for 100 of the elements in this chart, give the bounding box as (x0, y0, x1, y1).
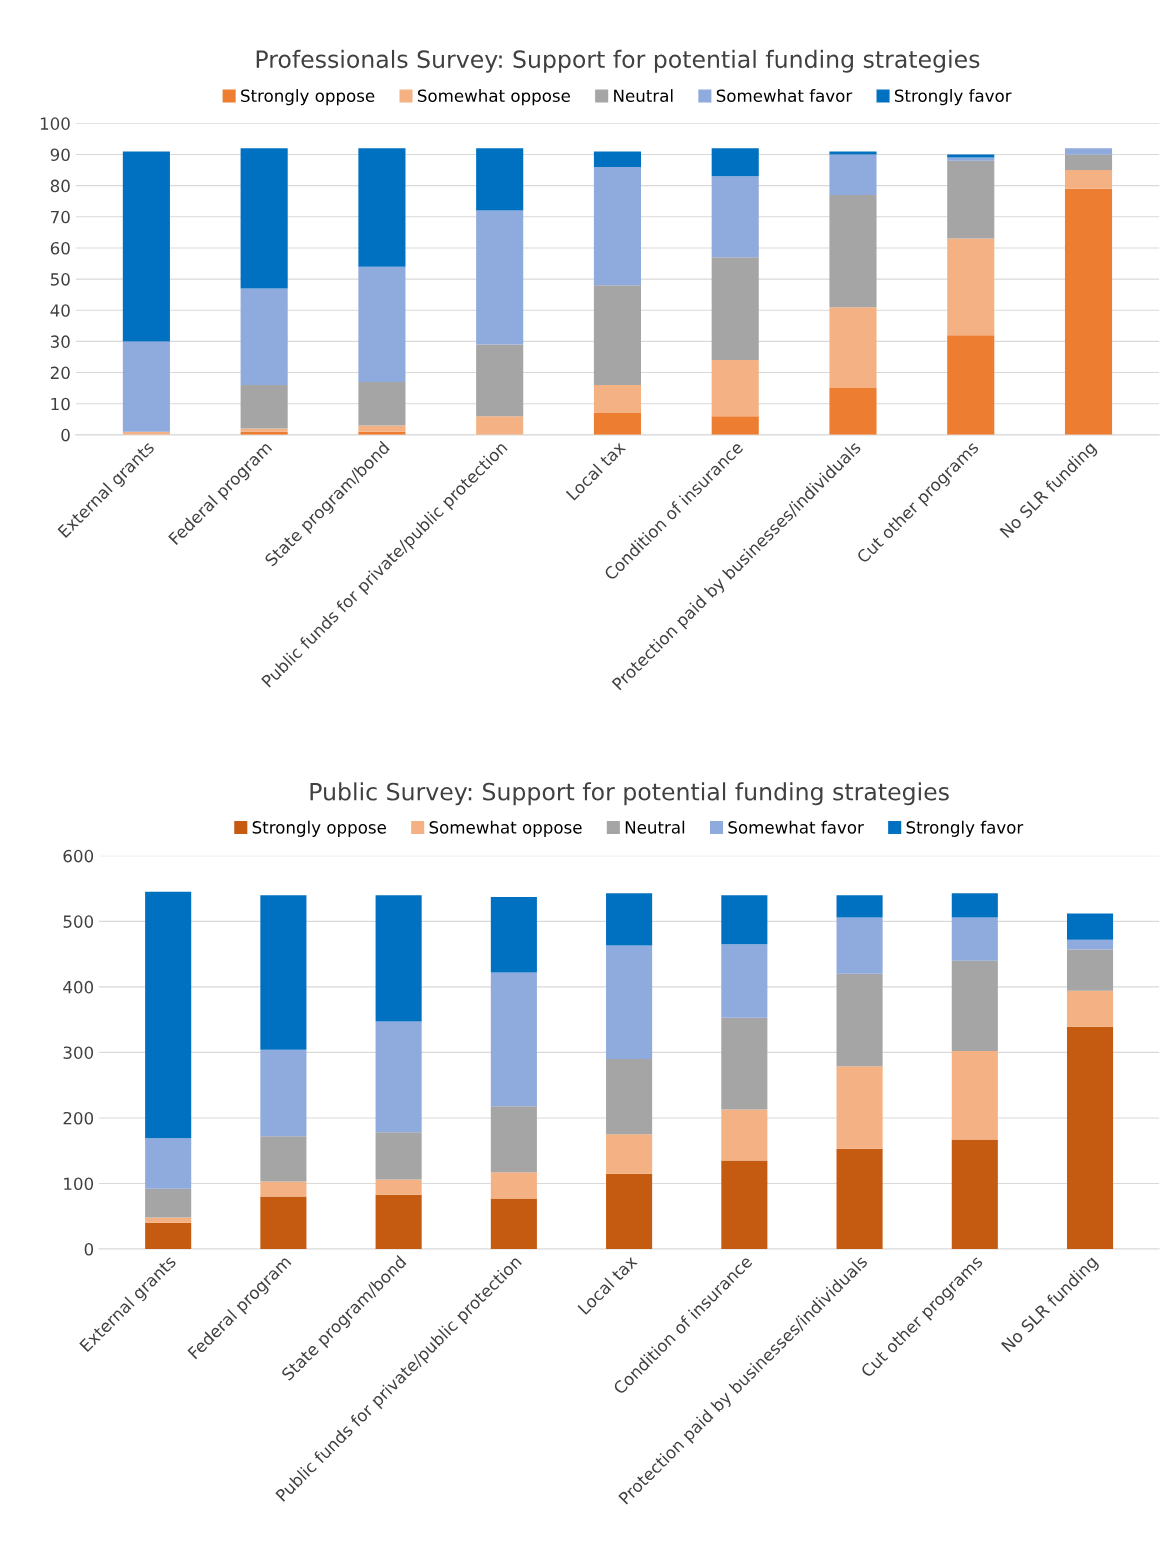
bar (122, 151, 170, 342)
bar (1064, 154, 1113, 171)
bar (476, 416, 524, 435)
legend-label: Somewhat favor (716, 89, 853, 103)
legend-label: Strongly oppose (252, 820, 386, 837)
bar (836, 895, 883, 918)
bar (721, 895, 768, 945)
bar (606, 1058, 653, 1135)
bar (145, 1222, 192, 1250)
legend-label: Somewhat favor (728, 820, 864, 834)
bar (721, 944, 768, 1018)
bar (711, 257, 759, 361)
y-tick-label: 60 (50, 241, 70, 255)
bar (476, 344, 524, 417)
y-tick-label: 20 (50, 366, 70, 380)
bar (1066, 1026, 1114, 1250)
bar (951, 1139, 998, 1250)
y-tick-label: 80 (50, 179, 70, 193)
bar (1066, 913, 1114, 940)
bar (358, 148, 406, 267)
chart-title: Professionals Survey: Support for potential funding strategies (256, 49, 980, 73)
bar (260, 1049, 307, 1137)
y-tick-label: 500 (63, 915, 94, 928)
bar (358, 266, 406, 382)
bar (490, 1106, 537, 1173)
y-tick-label: 200 (63, 1111, 94, 1125)
bar (593, 413, 641, 435)
bar (240, 288, 288, 386)
y-tick-label: 0 (61, 428, 70, 442)
bar (606, 945, 653, 1059)
y-tick-label: 0 (84, 1242, 94, 1256)
bar (836, 1066, 883, 1149)
y-tick-label: 100 (40, 117, 70, 130)
bar (145, 1217, 192, 1223)
bar (260, 1181, 307, 1197)
bar (375, 1021, 422, 1133)
bar (606, 1134, 653, 1174)
bar (951, 893, 998, 918)
bar (260, 1196, 307, 1250)
bar (260, 895, 307, 1050)
bar (721, 1160, 768, 1250)
bar (593, 285, 641, 386)
bar (947, 160, 995, 239)
y-tick-label: 50 (50, 273, 70, 286)
bar (836, 917, 883, 974)
legend-label: Strongly oppose (241, 89, 375, 106)
legend-label: Neutral (625, 820, 685, 834)
bar (145, 1188, 192, 1218)
bar (1064, 188, 1113, 435)
bar (375, 1132, 422, 1180)
chart-title: Public Survey: Support for potential funding strategies (310, 782, 949, 806)
bar (711, 176, 759, 258)
bar (490, 1198, 537, 1250)
legend-label: Somewhat oppose (429, 820, 582, 837)
bar (951, 917, 998, 961)
bar (260, 1136, 307, 1182)
bar (1064, 148, 1113, 155)
y-tick-label: 600 (63, 849, 94, 863)
bar (490, 1172, 537, 1199)
bar (721, 1017, 768, 1110)
bar (358, 381, 406, 426)
bar (836, 1148, 883, 1250)
bar (829, 151, 877, 155)
bar (476, 148, 524, 211)
bar (947, 335, 995, 435)
bar (593, 385, 641, 414)
y-tick-label: 300 (63, 1046, 94, 1059)
y-tick-label: 70 (51, 210, 70, 224)
bar (476, 210, 524, 345)
bar (375, 1179, 422, 1195)
y-tick-label: 40 (50, 304, 70, 317)
bar (358, 425, 406, 432)
bar (1066, 949, 1114, 991)
y-tick-label: 30 (50, 335, 70, 348)
legend-label: Neutral (614, 89, 673, 103)
bar (240, 148, 288, 289)
y-tick-label: 100 (64, 1177, 94, 1191)
bar (593, 151, 641, 167)
bar (1066, 939, 1114, 950)
bar (829, 154, 877, 195)
bar (593, 166, 641, 286)
legend-label: Strongly favor (894, 89, 1012, 106)
bar (1066, 990, 1114, 1027)
y-tick-label: 10 (51, 397, 70, 411)
bar (951, 1051, 998, 1140)
bar (829, 195, 877, 308)
legend-label: Somewhat oppose (417, 89, 570, 106)
bar (606, 1173, 653, 1250)
bar (1064, 170, 1113, 189)
bar (721, 1109, 768, 1161)
bar (240, 385, 288, 429)
bar (711, 148, 759, 177)
bar (145, 891, 192, 1139)
bar (711, 360, 759, 417)
bar (711, 416, 759, 435)
bar (375, 1194, 422, 1250)
bar (606, 893, 653, 946)
y-tick-label: 400 (63, 980, 94, 994)
legend-label: Strongly favor (906, 820, 1024, 837)
bar (122, 341, 170, 432)
